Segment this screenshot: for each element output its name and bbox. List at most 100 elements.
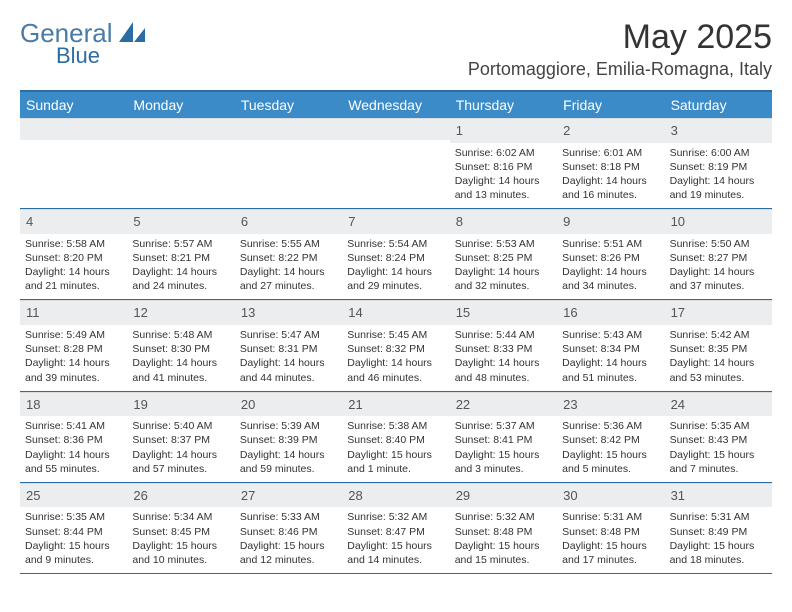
daylight-line: Daylight: 15 hours and 10 minutes.: [132, 539, 229, 567]
day-number: 24: [665, 392, 772, 417]
sunset-line: Sunset: 8:48 PM: [562, 525, 659, 539]
calendar-cell: 6Sunrise: 5:55 AMSunset: 8:22 PMDaylight…: [235, 209, 342, 299]
calendar-cell: 7Sunrise: 5:54 AMSunset: 8:24 PMDaylight…: [342, 209, 449, 299]
day-number: 8: [450, 209, 557, 234]
calendar-week: 4Sunrise: 5:58 AMSunset: 8:20 PMDaylight…: [20, 209, 772, 300]
sunset-line: Sunset: 8:28 PM: [25, 342, 122, 356]
sunrise-line: Sunrise: 5:49 AM: [25, 328, 122, 342]
sunset-line: Sunset: 8:48 PM: [455, 525, 552, 539]
day-number: 20: [235, 392, 342, 417]
daylight-line: Daylight: 15 hours and 17 minutes.: [562, 539, 659, 567]
daylight-line: Daylight: 15 hours and 1 minute.: [347, 448, 444, 476]
day-number: 18: [20, 392, 127, 417]
sunrise-line: Sunrise: 5:42 AM: [670, 328, 767, 342]
daylight-line: Daylight: 14 hours and 27 minutes.: [240, 265, 337, 293]
sunrise-line: Sunrise: 5:45 AM: [347, 328, 444, 342]
calendar-week: 11Sunrise: 5:49 AMSunset: 8:28 PMDayligh…: [20, 300, 772, 391]
sunset-line: Sunset: 8:34 PM: [562, 342, 659, 356]
sunset-line: Sunset: 8:32 PM: [347, 342, 444, 356]
daylight-line: Daylight: 15 hours and 3 minutes.: [455, 448, 552, 476]
sunrise-line: Sunrise: 5:53 AM: [455, 237, 552, 251]
day-number: 10: [665, 209, 772, 234]
sunset-line: Sunset: 8:24 PM: [347, 251, 444, 265]
day-number: 2: [557, 118, 664, 143]
calendar-cell: [235, 118, 342, 208]
sunset-line: Sunset: 8:21 PM: [132, 251, 229, 265]
sunset-line: Sunset: 8:25 PM: [455, 251, 552, 265]
sunset-line: Sunset: 8:42 PM: [562, 433, 659, 447]
day-number: 28: [342, 483, 449, 508]
daylight-line: Daylight: 15 hours and 5 minutes.: [562, 448, 659, 476]
sunrise-line: Sunrise: 5:33 AM: [240, 510, 337, 524]
day-number: 17: [665, 300, 772, 325]
calendar-cell: 5Sunrise: 5:57 AMSunset: 8:21 PMDaylight…: [127, 209, 234, 299]
calendar-cell: 18 Sunrise: 5:41 AMSunset: 8:36 PMDayligh…: [20, 392, 127, 482]
daylight-line: Daylight: 14 hours and 55 minutes.: [25, 448, 122, 476]
calendar-cell: 13Sunrise: 5:47 AMSunset: 8:31 PMDayligh…: [235, 300, 342, 390]
logo: General Blue: [20, 18, 145, 69]
sunrise-line: Sunrise: 5:34 AM: [132, 510, 229, 524]
daylight-line: Daylight: 14 hours and 13 minutes.: [455, 174, 552, 202]
daylight-line: Daylight: 15 hours and 14 minutes.: [347, 539, 444, 567]
calendar-cell: [20, 118, 127, 208]
day-name: Wednesday: [342, 92, 449, 118]
sunset-line: Sunset: 8:40 PM: [347, 433, 444, 447]
sunrise-line: Sunrise: 5:50 AM: [670, 237, 767, 251]
day-name: Monday: [127, 92, 234, 118]
sunset-line: Sunset: 8:18 PM: [562, 160, 659, 174]
sunset-line: Sunset: 8:44 PM: [25, 525, 122, 539]
day-number: 1: [450, 118, 557, 143]
calendar-week: 1Sunrise: 6:02 AMSunset: 8:16 PMDaylight…: [20, 118, 772, 209]
calendar-cell: 9Sunrise: 5:51 AMSunset: 8:26 PMDaylight…: [557, 209, 664, 299]
sunrise-line: Sunrise: 5:39 AM: [240, 419, 337, 433]
daylight-line: Daylight: 14 hours and 37 minutes.: [670, 265, 767, 293]
calendar-cell: 26Sunrise: 5:34 AMSunset: 8:45 PMDayligh…: [127, 483, 234, 573]
day-number: 16: [557, 300, 664, 325]
sunset-line: Sunset: 8:27 PM: [670, 251, 767, 265]
daylight-line: Daylight: 14 hours and 16 minutes.: [562, 174, 659, 202]
daylight-line: Daylight: 14 hours and 19 minutes.: [670, 174, 767, 202]
sunset-line: Sunset: 8:22 PM: [240, 251, 337, 265]
daylight-line: Daylight: 15 hours and 15 minutes.: [455, 539, 552, 567]
sunrise-line: Sunrise: 5:38 AM: [347, 419, 444, 433]
day-number: 21: [342, 392, 449, 417]
calendar-cell: 25Sunrise: 5:35 AMSunset: 8:44 PMDayligh…: [20, 483, 127, 573]
daylight-line: Daylight: 15 hours and 9 minutes.: [25, 539, 122, 567]
calendar-cell: 8Sunrise: 5:53 AMSunset: 8:25 PMDaylight…: [450, 209, 557, 299]
sunrise-line: Sunrise: 6:00 AM: [670, 146, 767, 160]
day-name: Saturday: [665, 92, 772, 118]
sunset-line: Sunset: 8:36 PM: [25, 433, 122, 447]
calendar-cell: 17Sunrise: 5:42 AMSunset: 8:35 PMDayligh…: [665, 300, 772, 390]
sunset-line: Sunset: 8:49 PM: [670, 525, 767, 539]
sunrise-line: Sunrise: 5:55 AM: [240, 237, 337, 251]
calendar-cell: 3Sunrise: 6:00 AMSunset: 8:19 PMDaylight…: [665, 118, 772, 208]
sunrise-line: Sunrise: 5:41 AM: [25, 419, 122, 433]
header: General Blue May 2025 Portomaggiore, Emi…: [20, 18, 772, 80]
sunrise-line: Sunrise: 5:57 AM: [132, 237, 229, 251]
day-number: 27: [235, 483, 342, 508]
sunrise-line: Sunrise: 5:58 AM: [25, 237, 122, 251]
calendar-cell: 19Sunrise: 5:40 AMSunset: 8:37 PMDayligh…: [127, 392, 234, 482]
sunset-line: Sunset: 8:39 PM: [240, 433, 337, 447]
daylight-line: Daylight: 14 hours and 41 minutes.: [132, 356, 229, 384]
sunrise-line: Sunrise: 5:44 AM: [455, 328, 552, 342]
calendar-cell: [127, 118, 234, 208]
daylight-line: Daylight: 14 hours and 34 minutes.: [562, 265, 659, 293]
daylight-line: Daylight: 15 hours and 7 minutes.: [670, 448, 767, 476]
day-number: [235, 118, 342, 140]
calendar-cell: 27Sunrise: 5:33 AMSunset: 8:46 PMDayligh…: [235, 483, 342, 573]
day-number: 23: [557, 392, 664, 417]
calendar-week: 18Sunrise: 5:41 AMSunset: 8:36 PMDayligh…: [20, 392, 772, 483]
day-name: Thursday: [450, 92, 557, 118]
calendar-week: 25Sunrise: 5:35 AMSunset: 8:44 PMDayligh…: [20, 483, 772, 574]
sunrise-line: Sunrise: 5:54 AM: [347, 237, 444, 251]
sunset-line: Sunset: 8:31 PM: [240, 342, 337, 356]
calendar-cell: 21 Sunrise: 5:38 AMSunset: 8:40 PMDayligh…: [342, 392, 449, 482]
calendar: SundayMondayTuesdayWednesdayThursdayFrid…: [20, 90, 772, 574]
month-title: May 2025: [468, 18, 772, 57]
day-number: 13: [235, 300, 342, 325]
day-number: 7: [342, 209, 449, 234]
sunrise-line: Sunrise: 6:01 AM: [562, 146, 659, 160]
daylight-line: Daylight: 14 hours and 46 minutes.: [347, 356, 444, 384]
daylight-line: Daylight: 14 hours and 48 minutes.: [455, 356, 552, 384]
